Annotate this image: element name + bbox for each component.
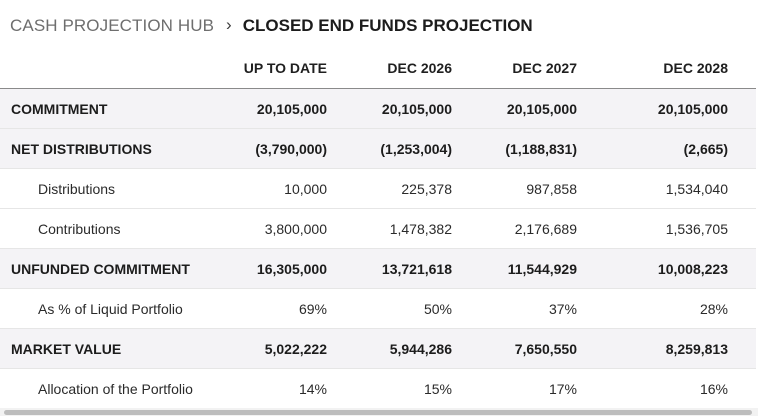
- page-title: CLOSED END FUNDS PROJECTION: [242, 16, 533, 35]
- column-header-dec-2028: DEC 2028: [605, 48, 756, 89]
- table-row-as-pct-of-liquid-portfolio: As % of Liquid Portfolio 69% 50% 37% 28%: [0, 288, 756, 329]
- row-label: Allocation of the Portfolio: [0, 368, 235, 409]
- column-header-dec-2026: DEC 2026: [355, 48, 480, 89]
- table-row-allocation-of-the-portfolio: Allocation of the Portfolio 14% 15% 17% 16%: [0, 368, 756, 409]
- cell-up-to-date: (3,790,000): [235, 128, 355, 169]
- table-row-net-distributions: NET DISTRIBUTIONS (3,790,000) (1,253,004)(…: [0, 128, 756, 169]
- cell-up-to-date: 14%: [235, 368, 355, 409]
- cell-dec-2028: 28%: [605, 288, 756, 329]
- cell-dec-2027: 7,650,550: [480, 328, 605, 369]
- table-row-commitment: COMMITMENT 20,105,000 20,105,000 20,105,000…: [0, 88, 756, 129]
- row-label: NET DISTRIBUTIONS: [0, 128, 235, 169]
- cell-dec-2026: 13,721,618: [355, 248, 480, 289]
- cell-dec-2026: 15%: [355, 368, 480, 409]
- cell-dec-2026: (1,253,004): [355, 128, 480, 169]
- cell-dec-2028: (2,665): [605, 128, 756, 169]
- table-row-contributions: Contributions 3,800,000 1,478,382 2,176,689…: [0, 208, 756, 249]
- chevron-right-icon: ›: [226, 15, 232, 34]
- cell-dec-2027: 37%: [480, 288, 605, 329]
- breadcrumb-root-link[interactable]: CASH PROJECTION HUB: [10, 16, 215, 35]
- cell-dec-2028: 20,105,000: [605, 88, 756, 129]
- row-label: Distributions: [0, 168, 235, 209]
- cell-dec-2026: 225,378: [355, 168, 480, 209]
- header-row: UP TO DATE DEC 2026 DEC 2027 DEC 2028: [0, 48, 756, 89]
- cell-dec-2026: 20,105,000: [355, 88, 480, 129]
- column-header-up-to-date: UP TO DATE: [235, 48, 355, 89]
- cell-up-to-date: 5,022,222: [235, 328, 355, 369]
- cell-up-to-date: 20,105,000: [235, 88, 355, 129]
- table-row-unfunded-commitment: UNFUNDED COMMITMENT 16,305,000 13,721,618 1…: [0, 248, 756, 289]
- cell-dec-2028: 1,536,705: [605, 208, 756, 249]
- horizontal-scrollbar-thumb[interactable]: [4, 410, 752, 415]
- cell-dec-2027: 987,858: [480, 168, 605, 209]
- cell-dec-2028: 10,008,223: [605, 248, 756, 289]
- column-header-label: [0, 48, 235, 89]
- cell-dec-2027: (1,188,831): [480, 128, 605, 169]
- cell-dec-2027: 2,176,689: [480, 208, 605, 249]
- cell-up-to-date: 69%: [235, 288, 355, 329]
- cell-dec-2026: 50%: [355, 288, 480, 329]
- projection-table: UP TO DATE DEC 2026 DEC 2027 DEC 2028 COMMI…: [0, 48, 756, 409]
- row-label: UNFUNDED COMMITMENT: [0, 248, 235, 289]
- row-label: Contributions: [0, 208, 235, 249]
- cell-dec-2028: 1,534,040: [605, 168, 756, 209]
- breadcrumb: CASH PROJECTION HUB › CLOSED END FUNDS P…: [10, 14, 533, 38]
- cell-up-to-date: 10,000: [235, 168, 355, 209]
- column-header-dec-2027: DEC 2027: [480, 48, 605, 89]
- cell-dec-2026: 5,944,286: [355, 328, 480, 369]
- cell-up-to-date: 3,800,000: [235, 208, 355, 249]
- cell-dec-2027: 20,105,000: [480, 88, 605, 129]
- cell-dec-2027: 17%: [480, 368, 605, 409]
- cell-dec-2028: 16%: [605, 368, 756, 409]
- row-label: COMMITMENT: [0, 88, 235, 129]
- cell-up-to-date: 16,305,000: [235, 248, 355, 289]
- row-label: As % of Liquid Portfolio: [0, 288, 235, 329]
- cell-dec-2027: 11,544,929: [480, 248, 605, 289]
- cell-dec-2026: 1,478,382: [355, 208, 480, 249]
- table-row-distributions: Distributions 10,000 225,378 987,858 1,534,0…: [0, 168, 756, 209]
- table-header: UP TO DATE DEC 2026 DEC 2027 DEC 2028: [0, 48, 756, 89]
- table-row-market-value: MARKET VALUE 5,022,222 5,944,286 7,650,550 8…: [0, 328, 756, 369]
- row-label: MARKET VALUE: [0, 328, 235, 369]
- cell-dec-2028: 8,259,813: [605, 328, 756, 369]
- table-body: COMMITMENT 20,105,000 20,105,000 20,105,000…: [0, 88, 756, 409]
